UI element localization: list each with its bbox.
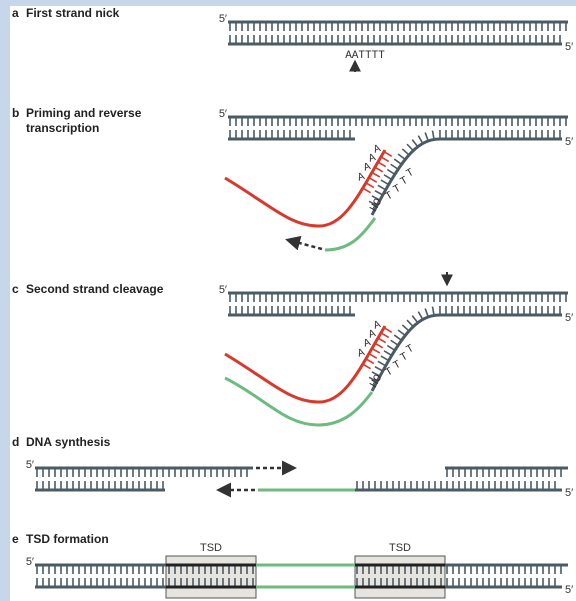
base-rung	[362, 187, 371, 194]
base-rung	[424, 132, 429, 142]
panel-letter: a	[12, 6, 19, 20]
strand	[324, 217, 377, 252]
panel-title: d DNA synthesis	[12, 435, 110, 450]
base-rung	[365, 358, 375, 365]
base-rung	[380, 156, 390, 163]
panel-letter: c	[12, 282, 19, 296]
tsd-box	[165, 555, 257, 599]
hydroxyl-label: HO	[368, 196, 385, 214]
base-rung	[406, 143, 414, 152]
poly-a-letter: A	[356, 347, 367, 361]
base-rung	[397, 329, 406, 337]
poly-a-letter: A	[362, 337, 373, 351]
base-rung	[374, 166, 384, 173]
synthesis-arrow	[285, 235, 323, 251]
five-prime-label: 5′	[219, 108, 227, 120]
five-prime-label: 5′	[565, 41, 573, 53]
base-rung	[401, 324, 410, 332]
base-rung	[390, 163, 399, 170]
base-rung	[368, 376, 378, 383]
base-rung	[393, 334, 403, 341]
poly-a-letter: A	[372, 143, 383, 157]
base-rung	[371, 347, 381, 354]
base-rung	[380, 355, 390, 362]
title-text: Priming and reverse transcription	[26, 106, 142, 135]
base-rung	[368, 200, 378, 207]
base-rung	[393, 158, 403, 165]
base-rung	[383, 327, 393, 333]
poly-a-letter: A	[367, 152, 378, 166]
five-prime-label: 5′	[565, 584, 573, 596]
panel-letter: e	[12, 532, 19, 546]
hydroxyl-label: HO	[368, 372, 385, 390]
panel-letter: d	[12, 435, 20, 449]
poly-a-letter: A	[356, 171, 367, 185]
base-rung	[386, 344, 396, 351]
base-rung	[390, 339, 399, 346]
panel-title: b Priming and reverse transcription	[12, 106, 176, 136]
base-rung	[417, 135, 424, 144]
panel-title: e TSD formation	[12, 532, 109, 547]
base-rung	[386, 168, 396, 175]
strand	[224, 376, 374, 427]
base-rung	[377, 360, 387, 367]
base-rung	[406, 319, 414, 328]
base-rung	[374, 365, 384, 372]
base-rung	[380, 332, 390, 339]
poly-a-letter: A	[362, 161, 373, 175]
base-rung	[383, 174, 393, 181]
base-rung	[383, 151, 393, 157]
poly-a-letter: A	[372, 319, 383, 333]
base-rung	[411, 139, 419, 148]
base-rung	[401, 148, 410, 156]
base-rung	[371, 195, 381, 201]
strand	[224, 325, 387, 404]
tsd-label: TSD	[389, 542, 411, 554]
base-rung	[431, 306, 435, 316]
base-rung	[397, 153, 406, 161]
five-prime-label: 5′	[26, 556, 34, 568]
panel-title: c Second strand cleavage	[12, 282, 163, 297]
base-rung	[377, 184, 387, 191]
base-rung	[371, 371, 381, 377]
five-prime-label: 5′	[219, 284, 227, 296]
base-rung	[368, 177, 378, 183]
poly-a-letter: A	[367, 328, 378, 342]
base-rung	[371, 171, 381, 178]
title-text: Second strand cleavage	[26, 282, 164, 296]
base-rung	[365, 182, 375, 189]
five-prime-label: 5′	[565, 487, 573, 499]
base-rung	[431, 130, 435, 140]
five-prime-label: 5′	[219, 13, 227, 25]
panel-background	[10, 6, 576, 601]
strand	[370, 313, 562, 392]
base-rung	[377, 337, 387, 344]
tsd-box	[354, 555, 446, 599]
base-rung	[424, 308, 429, 318]
strand	[370, 137, 562, 216]
five-prime-label: 5′	[565, 136, 573, 148]
base-rung	[374, 189, 384, 196]
base-rung	[374, 342, 384, 349]
base-rung	[377, 161, 387, 168]
five-prime-label: 5′	[565, 312, 573, 324]
base-rung	[362, 363, 371, 370]
sequence-label: AATTTT	[345, 50, 385, 62]
base-rung	[417, 311, 424, 320]
strand	[224, 149, 387, 228]
base-rung	[380, 179, 390, 186]
tsd-label: TSD	[200, 542, 222, 554]
title-text: DNA synthesis	[26, 435, 111, 449]
panel-title: a First strand nick	[12, 6, 119, 21]
title-text: TSD formation	[26, 532, 109, 546]
base-rung	[383, 350, 393, 357]
base-rung	[411, 315, 419, 324]
base-rung	[368, 353, 378, 359]
five-prime-label: 5′	[26, 459, 34, 471]
title-text: First strand nick	[26, 6, 120, 20]
panel-letter: b	[12, 106, 20, 120]
